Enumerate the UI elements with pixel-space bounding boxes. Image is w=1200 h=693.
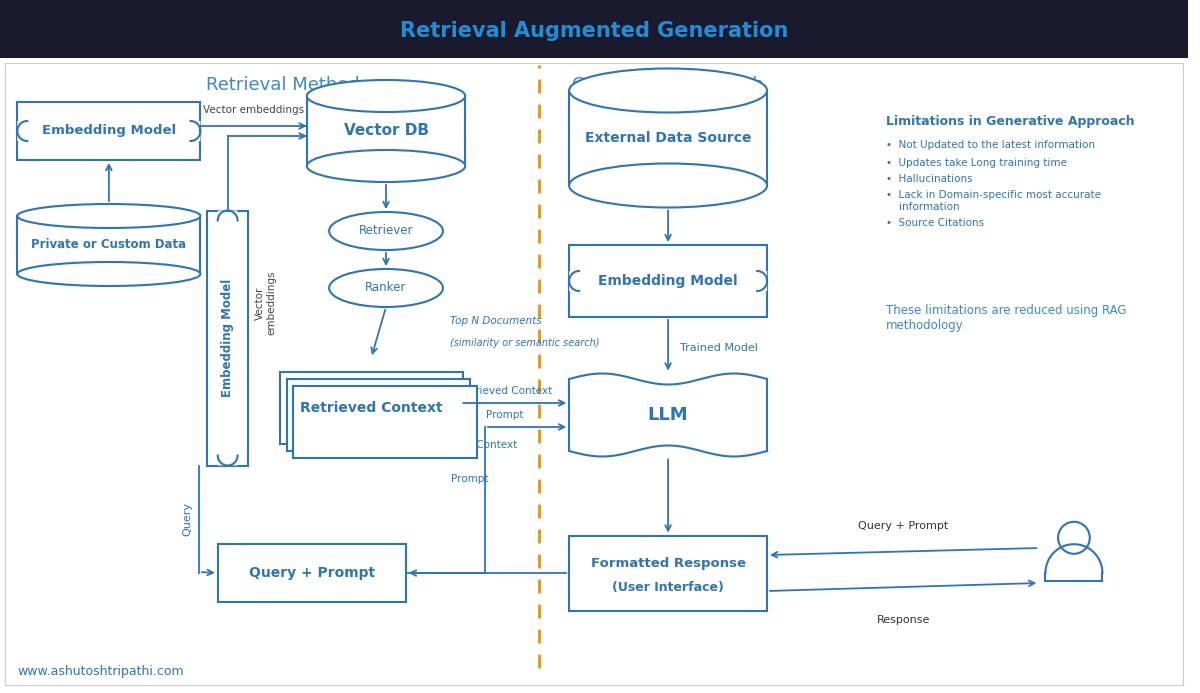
- Bar: [294, 386, 476, 458]
- Text: Embedding Model: Embedding Model: [599, 274, 738, 288]
- Text: Query: Query: [182, 502, 192, 536]
- Text: (User Interface): (User Interface): [612, 581, 724, 593]
- Text: Retriever: Retriever: [359, 225, 413, 238]
- Bar: [217, 544, 406, 602]
- Text: Prompt: Prompt: [451, 474, 488, 484]
- Bar: [17, 216, 200, 274]
- Ellipse shape: [17, 262, 200, 286]
- Text: Embedding Model: Embedding Model: [221, 279, 234, 397]
- Text: www.ashutoshtripathi.com: www.ashutoshtripathi.com: [18, 665, 185, 678]
- Bar: [569, 245, 767, 317]
- Bar: [280, 372, 463, 444]
- Text: Ranker: Ranker: [365, 281, 407, 295]
- Text: Formatted Response: Formatted Response: [590, 556, 745, 570]
- Text: Vector
embeddings: Vector embeddings: [254, 271, 276, 335]
- Text: Response: Response: [876, 615, 930, 625]
- Text: Embedding Model: Embedding Model: [42, 125, 176, 137]
- Bar: [569, 91, 767, 186]
- Ellipse shape: [329, 269, 443, 307]
- Text: Query + Prompt: Query + Prompt: [248, 566, 374, 580]
- Text: Query + Prompt: Query + Prompt: [858, 521, 948, 531]
- Text: Retrieved Context: Retrieved Context: [300, 401, 443, 415]
- Text: •  Lack in Domain-specific most accurate
    information: • Lack in Domain-specific most accurate …: [886, 190, 1100, 212]
- Text: External Data Source: External Data Source: [584, 131, 751, 145]
- Text: •  Hallucinations: • Hallucinations: [886, 174, 972, 184]
- Bar: [0, 0, 1188, 58]
- Bar: [307, 96, 466, 166]
- Text: Retrieval Methods: Retrieval Methods: [205, 76, 368, 94]
- Ellipse shape: [569, 69, 767, 112]
- Text: Retrieved Context: Retrieved Context: [424, 440, 517, 450]
- Bar: [5, 63, 1183, 685]
- Ellipse shape: [329, 212, 443, 250]
- Ellipse shape: [307, 150, 466, 182]
- Text: Retrieval Augmented Generation: Retrieval Augmented Generation: [400, 21, 788, 41]
- Text: Limitations in Generative Approach: Limitations in Generative Approach: [886, 114, 1134, 128]
- Text: •  Not Updated to the latest information: • Not Updated to the latest information: [886, 140, 1094, 150]
- Text: Prompt: Prompt: [486, 410, 523, 420]
- Ellipse shape: [307, 80, 466, 112]
- Bar: [17, 102, 200, 160]
- Text: •  Updates take Long training time: • Updates take Long training time: [886, 158, 1067, 168]
- Text: Vector embeddings: Vector embeddings: [203, 105, 304, 115]
- Bar: [206, 211, 248, 466]
- Text: Generative Approach: Generative Approach: [572, 76, 764, 94]
- Bar: [569, 536, 767, 611]
- Text: Top N Documents: Top N Documents: [450, 316, 542, 326]
- Ellipse shape: [569, 164, 767, 207]
- Text: LLM: LLM: [648, 406, 689, 424]
- Text: Trained Model: Trained Model: [680, 343, 758, 353]
- Text: •  Source Citations: • Source Citations: [886, 218, 984, 228]
- Bar: [287, 379, 469, 451]
- Text: These limitations are reduced using RAG
methodology: These limitations are reduced using RAG …: [886, 304, 1127, 332]
- Ellipse shape: [17, 204, 200, 228]
- Text: Private or Custom Data: Private or Custom Data: [31, 238, 186, 252]
- Text: (similarity or semantic search): (similarity or semantic search): [450, 338, 600, 348]
- Text: Vector DB: Vector DB: [343, 123, 428, 139]
- Text: Retrieved Context: Retrieved Context: [457, 386, 552, 396]
